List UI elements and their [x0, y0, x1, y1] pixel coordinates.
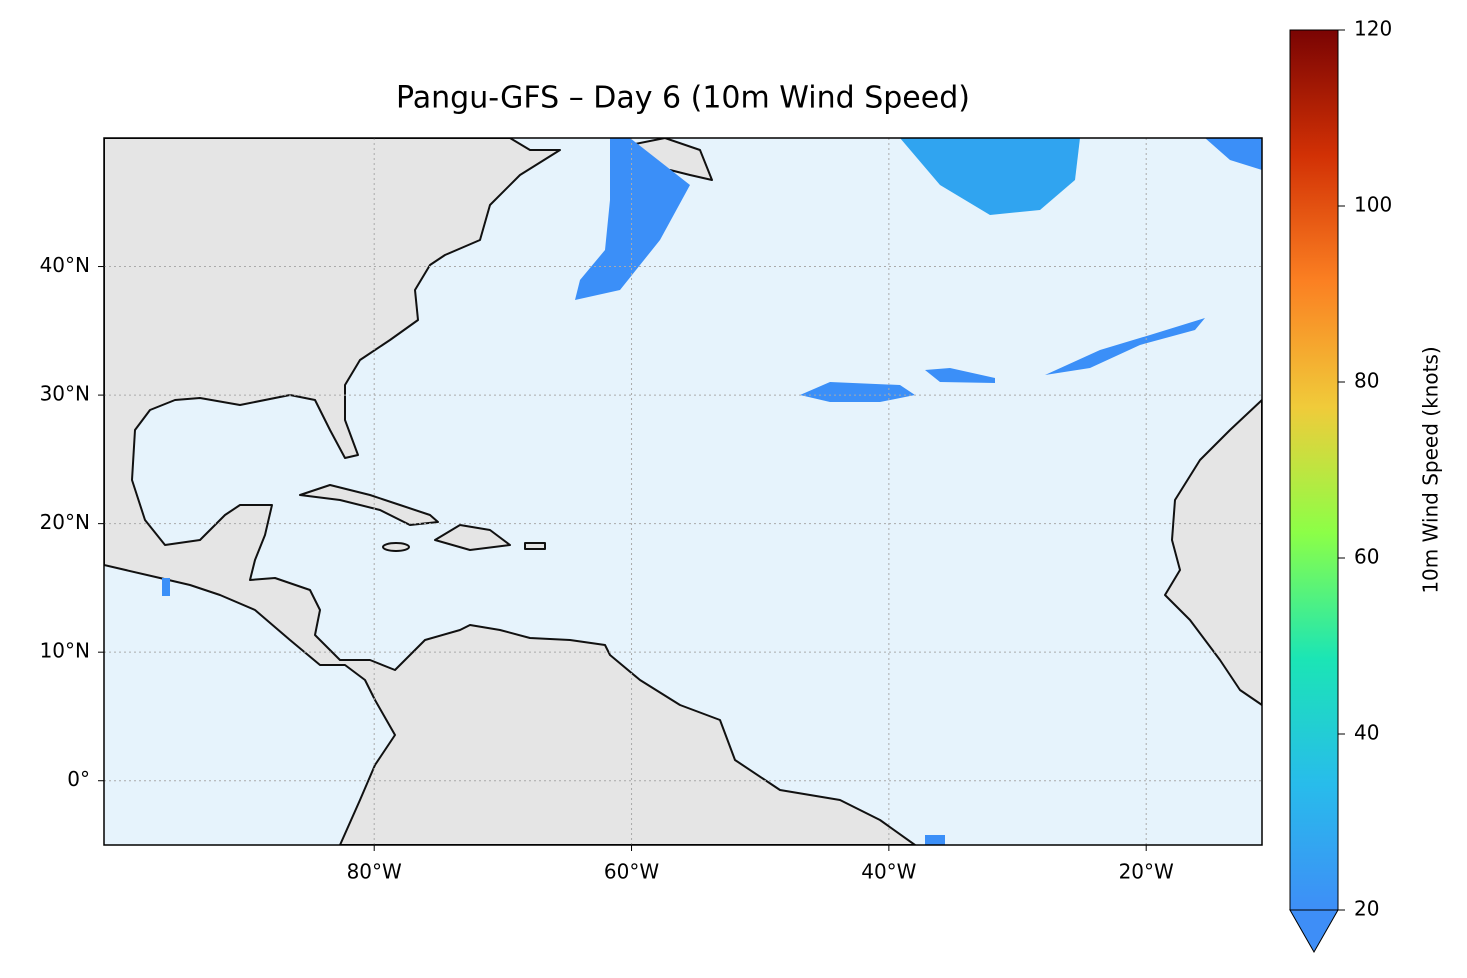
colorbar	[1289, 29, 1339, 911]
wind-area	[575, 138, 690, 300]
x-tick-label: 20°W	[1119, 860, 1174, 884]
wind-area	[800, 382, 915, 402]
colorbar-label: 10m Wind Speed (knots)	[1419, 346, 1443, 593]
y-tick-label: 30°N	[40, 382, 90, 406]
chart-title: Pangu-GFS – Day 6 (10m Wind Speed)	[396, 81, 970, 116]
y-tick-label: 0°	[67, 767, 90, 791]
wind-area	[925, 835, 945, 845]
map-layer	[104, 138, 1262, 845]
wind-area	[1045, 318, 1205, 375]
colorbar-tick-label: 60	[1354, 545, 1379, 569]
colorbar-tick-label: 20	[1354, 897, 1379, 921]
hispaniola	[434, 524, 511, 551]
jamaica	[382, 542, 410, 552]
wind-area	[1205, 138, 1262, 170]
puerto-rico	[524, 542, 546, 550]
y-tick-label: 20°N	[40, 510, 90, 534]
wind-area	[925, 368, 995, 383]
colorbar-tick-label: 120	[1354, 17, 1392, 41]
wind-area	[900, 138, 1080, 215]
grid	[104, 138, 1262, 845]
y-tick-label: 10°N	[40, 639, 90, 663]
x-tick-label: 60°W	[604, 860, 659, 884]
map-frame	[103, 137, 1263, 846]
wind-area	[162, 578, 170, 596]
colorbar-tick-label: 100	[1354, 193, 1392, 217]
colorbar-tick-label: 40	[1354, 721, 1379, 745]
americas	[104, 138, 916, 845]
cuba	[299, 484, 439, 526]
africa	[1164, 399, 1262, 706]
x-tick-label: 80°W	[347, 860, 402, 884]
x-tick-label: 40°W	[861, 860, 916, 884]
colorbar-extension	[1289, 909, 1339, 954]
y-tick-label: 40°N	[40, 253, 90, 277]
colorbar-tick-label: 80	[1354, 369, 1379, 393]
